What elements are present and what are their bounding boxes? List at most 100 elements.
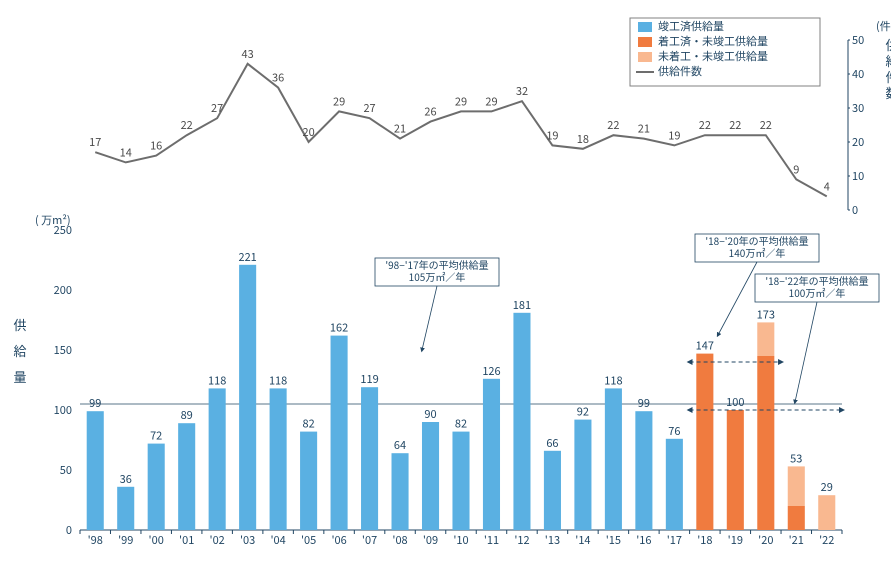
x-tick-label: '98: [88, 532, 103, 548]
bar-value-label: 162: [330, 320, 348, 336]
y-left-unit: ( 万m²): [35, 212, 71, 228]
y-left-title-char: 供: [13, 315, 26, 334]
x-tick-label: '01: [179, 532, 194, 548]
x-tick-label: '02: [210, 532, 225, 548]
bar-value-label: 29: [821, 479, 833, 495]
bar-value-label: 181: [513, 297, 531, 313]
bar-value-label: 100: [726, 394, 744, 410]
x-tick-label: '13: [545, 532, 560, 548]
y-right-tick: 0: [852, 202, 858, 218]
x-tick-label: '15: [606, 532, 621, 548]
bar-value-label: 64: [394, 437, 406, 453]
y-left-tick: 100: [54, 402, 72, 418]
line-value-label: 18: [577, 131, 589, 147]
line-value-label: 17: [89, 134, 101, 150]
x-tick-label: '03: [240, 532, 255, 548]
y-left-title-char: 量: [13, 367, 26, 386]
line-value-label: 22: [699, 117, 711, 133]
bar-completed: [178, 423, 195, 530]
bar-value-label: 66: [546, 435, 558, 451]
bar-completed: [422, 422, 439, 530]
annotation-arrow: [795, 302, 817, 402]
y-right-tick: 40: [852, 66, 864, 82]
bar-completed: [605, 388, 622, 530]
line-value-label: 16: [150, 138, 162, 154]
annotation-text: 105万㎡／年: [409, 269, 466, 284]
bar-light: [757, 322, 774, 356]
bar-completed: [300, 432, 317, 530]
x-tick-label: '08: [392, 532, 407, 548]
bar-value-label: 173: [757, 306, 775, 322]
y-right-tick: 20: [852, 134, 864, 150]
bar-value-label: 147: [696, 338, 714, 354]
x-tick-label: '99: [118, 532, 133, 548]
legend-swatch: [638, 37, 652, 47]
legend-label: 着工済・未竣工供給量: [658, 33, 768, 49]
bar-value-label: 82: [302, 416, 314, 432]
line-value-label: 36: [272, 70, 284, 86]
bar-value-label: 221: [238, 249, 256, 265]
bar-completed: [544, 451, 561, 530]
x-tick-label: '11: [484, 532, 499, 548]
bar-value-label: 89: [181, 407, 193, 423]
bar-completed: [87, 411, 104, 530]
bar-completed: [452, 432, 469, 530]
line-value-label: 14: [120, 144, 132, 160]
x-tick-label: '16: [636, 532, 651, 548]
y-left-tick: 50: [60, 462, 72, 478]
line-value-label: 20: [302, 124, 314, 140]
bar-value-label: 118: [604, 372, 622, 388]
bar-started: [696, 354, 713, 530]
x-tick-label: '05: [301, 532, 316, 548]
bar-completed: [331, 336, 348, 530]
bar-value-label: 99: [638, 395, 650, 411]
bar-value-label: 53: [790, 450, 802, 466]
x-tick-label: '06: [331, 532, 346, 548]
bar-completed: [513, 313, 530, 530]
line-value-label: 21: [638, 121, 650, 137]
line-value-label: 29: [485, 93, 497, 109]
line-value-label: 22: [607, 117, 619, 133]
line-value-label: 26: [424, 104, 436, 120]
legend-swatch: [638, 52, 652, 62]
x-tick-label: '22: [819, 532, 834, 548]
annotation-arrow: [718, 262, 757, 335]
bar-completed: [361, 387, 378, 530]
x-tick-label: '12: [514, 532, 529, 548]
bar-value-label: 92: [577, 404, 589, 420]
x-tick-label: '09: [423, 532, 438, 548]
legend-label: 竣工済供給量: [658, 18, 724, 34]
line-value-label: 29: [455, 93, 467, 109]
bar-completed: [635, 411, 652, 530]
y-right-tick: 30: [852, 100, 864, 116]
bar-value-label: 82: [455, 416, 467, 432]
bar-value-label: 90: [424, 406, 436, 422]
bar-completed: [270, 388, 287, 530]
line-value-label: 27: [363, 100, 375, 116]
x-tick-label: '07: [362, 532, 377, 548]
line-value-label: 43: [242, 46, 254, 62]
legend-label: 未着工・未竣工供給量: [658, 48, 768, 64]
y-right-tick: 10: [852, 168, 864, 184]
line-value-label: 22: [729, 117, 741, 133]
legend-label: 供給件数: [658, 63, 702, 79]
bar-started: [788, 506, 805, 530]
chart-svg: 050100150200250( 万m²)供給量01020304050(件)供給…: [0, 0, 891, 569]
y-right-tick: 50: [852, 32, 864, 48]
y-left-tick: 150: [54, 342, 72, 358]
y-left-tick: 0: [66, 522, 72, 538]
annotation-text: 140万㎡／年: [729, 245, 786, 260]
legend-swatch: [638, 22, 652, 32]
bar-completed: [239, 265, 256, 530]
bar-started: [757, 356, 774, 530]
bar-value-label: 119: [360, 371, 378, 387]
line-value-label: 9: [793, 161, 799, 177]
bar-started: [727, 410, 744, 530]
x-tick-label: '00: [149, 532, 164, 548]
bar-completed: [148, 444, 165, 530]
bar-value-label: 126: [482, 363, 500, 379]
bar-completed: [392, 453, 409, 530]
bar-completed: [574, 420, 591, 530]
bar-light: [818, 495, 835, 530]
x-tick-label: '18: [697, 532, 712, 548]
